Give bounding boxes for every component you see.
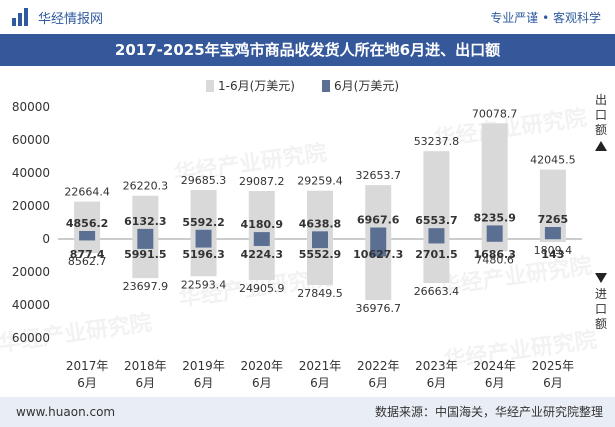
month-bar (428, 228, 445, 244)
category-label-year: 2024年 (473, 359, 516, 373)
month-bar (137, 228, 154, 249)
month-export-label: 4856.2 (66, 217, 108, 230)
month-import-label: 2701.5 (415, 248, 457, 261)
month-import-label: 5552.9 (299, 248, 341, 261)
month-export-label: 6553.7 (415, 214, 457, 227)
y-axis-title-import-char: 口 (595, 302, 607, 316)
category-label-month: 6月 (136, 376, 156, 390)
ytd-bar (74, 201, 101, 254)
legend-swatch-month (322, 80, 330, 92)
y-tick-label: 20000 (12, 199, 50, 213)
ytd-import-label: 26663.4 (414, 285, 460, 298)
ytd-import-label: 24905.9 (239, 282, 285, 295)
month-bar (195, 229, 212, 248)
y-axis-title-export-char: 额 (595, 123, 607, 137)
month-bar (370, 227, 387, 257)
ytd-export-label: 29259.4 (297, 175, 343, 188)
ytd-export-label: 29685.3 (181, 174, 227, 187)
category-label-year: 2023年 (415, 359, 458, 373)
month-import-label: 5196.3 (182, 248, 224, 261)
month-export-label: 6967.6 (357, 214, 400, 227)
watermark-text: 华经产业研究院 (442, 327, 598, 374)
ytd-import-label: 23697.9 (123, 280, 169, 293)
header-bar: 华经情报网 专业严谨 • 客观科学 (0, 0, 615, 35)
month-export-label: 7265 (538, 213, 569, 226)
month-import-label: 1686.3 (473, 248, 515, 261)
ytd-import-label: 7480.6 (475, 253, 514, 266)
data-source: 数据来源：中国海关，华经产业研究院整理 (374, 405, 603, 419)
chart-title: 2017-2025年宝鸡市商品收发货人所在地6月进、出口额 (0, 34, 615, 66)
month-import-label: 4224.3 (241, 248, 283, 261)
ytd-import-label: 22593.4 (181, 278, 227, 291)
month-import-label: 143 (541, 248, 564, 261)
month-bar (486, 225, 503, 242)
month-bar (79, 230, 96, 241)
y-tick-label: 40000 (12, 166, 50, 180)
ytd-export-label: 42045.5 (530, 154, 576, 167)
ytd-export-label: 53237.8 (414, 135, 460, 148)
site-name: 华经情报网 (38, 12, 104, 27)
month-import-label: 877.4 (70, 248, 105, 261)
category-label-month: 6月 (194, 376, 214, 390)
ytd-import-label: 8562.7 (68, 255, 107, 268)
y-tick-label: 0 (42, 232, 50, 246)
ytd-import-label: 1809.4 (534, 244, 573, 257)
ytd-bar (423, 151, 450, 283)
ytd-export-label: 22664.4 (64, 186, 110, 199)
y-axis-title-export-char: 口 (595, 108, 607, 122)
ytd-import-label: 36976.7 (355, 302, 401, 315)
tagline: 专业严谨 • 客观科学 (490, 11, 601, 25)
y-tick-label: 60000 (12, 133, 50, 147)
bar-chart-logo-icon (12, 8, 30, 26)
month-bar (253, 232, 270, 246)
month-import-label: 10627.3 (353, 248, 403, 261)
ytd-export-label: 26220.3 (123, 180, 169, 193)
month-import-label: 5991.5 (124, 248, 166, 261)
website-link[interactable]: www.huaon.com (16, 405, 116, 419)
y-tick-label: 20000 (12, 265, 50, 279)
month-bar (312, 231, 328, 249)
month-export-label: 4180.9 (241, 218, 283, 231)
y-axis-title-import-char: 进 (595, 287, 607, 301)
ytd-export-label: 32653.7 (355, 169, 401, 182)
legend-label-month: 6月(万美元) (334, 79, 399, 93)
category-label-month: 6月 (427, 376, 447, 390)
month-export-label: 5592.2 (182, 216, 224, 229)
arrow-up-icon (595, 141, 607, 151)
y-tick-label: 60000 (12, 331, 50, 345)
ytd-export-label: 70078.7 (472, 107, 518, 120)
category-label-year: 2021年 (299, 359, 342, 373)
ytd-export-label: 29087.2 (239, 175, 285, 188)
category-label-month: 6月 (543, 376, 563, 390)
month-export-label: 4638.8 (299, 217, 341, 230)
arrow-down-icon (595, 273, 607, 283)
category-label-year: 2025年 (532, 359, 575, 373)
category-label-year: 2018年 (124, 359, 167, 373)
y-tick-label: 40000 (12, 298, 50, 312)
category-label-year: 2020年 (241, 359, 284, 373)
category-label-month: 6月 (310, 376, 330, 390)
month-export-label: 6132.3 (124, 215, 166, 228)
month-export-label: 8235.9 (473, 211, 515, 224)
category-label-month: 6月 (77, 376, 97, 390)
ytd-import-label: 27849.5 (297, 287, 343, 300)
legend-swatch-ytd (206, 80, 214, 92)
category-label-month: 6月 (485, 376, 505, 390)
y-axis-title-import-char: 额 (595, 317, 607, 331)
legend-label-ytd: 1-6月(万美元) (218, 79, 295, 93)
category-label-month: 6月 (252, 376, 272, 390)
y-tick-label: 80000 (12, 100, 50, 114)
category-label-year: 2022年 (357, 359, 400, 373)
category-label-year: 2019年 (182, 359, 225, 373)
y-axis-title-export-char: 出 (595, 93, 607, 107)
category-label-month: 6月 (368, 376, 388, 390)
footer-bar: www.huaon.com 数据来源：中国海关，华经产业研究院整理 (0, 397, 615, 427)
month-bar (544, 227, 561, 240)
category-label-year: 2017年 (66, 359, 109, 373)
